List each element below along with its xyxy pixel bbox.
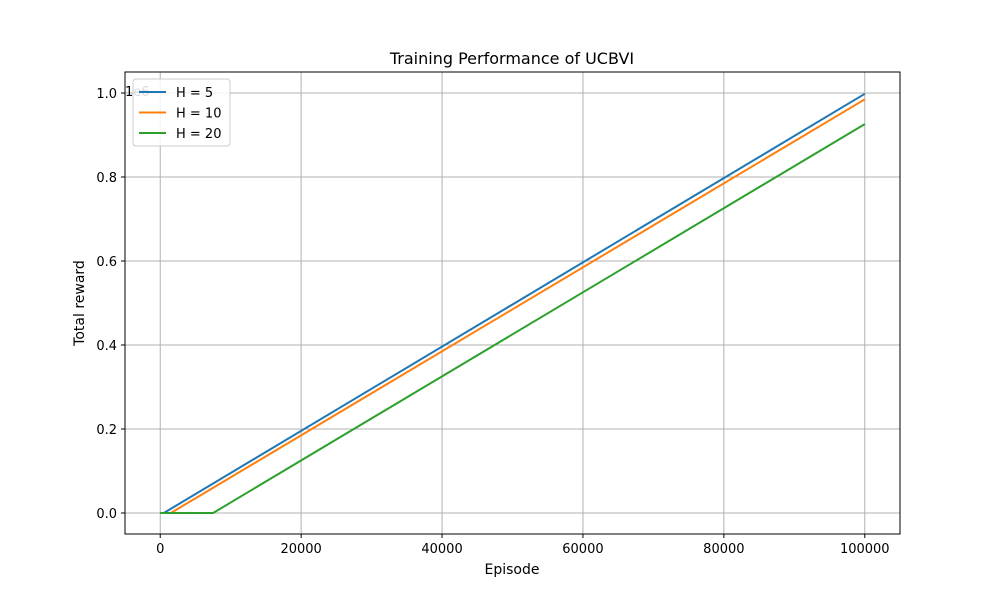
y-tick-label: 0.6 [96,255,117,270]
y-tick-label: 0.8 [96,171,117,186]
x-tick-label: 60000 [562,542,603,557]
x-tick-label: 100000 [840,542,890,557]
chart-title: Training Performance of UCBVI [389,49,634,68]
y-axis-label: Total reward [72,260,88,347]
x-axis-label: Episode [485,562,540,578]
series-lines [160,92,866,514]
x-tick-label: 80000 [703,542,744,557]
y-axis-ticks: 0.0 0.2 0.4 0.6 0.8 1.0 [96,87,125,522]
legend-box [132,78,231,147]
legend-label-2: H = 10 [176,107,221,122]
x-tick-label: 0 [156,542,164,557]
grid [125,72,900,534]
y-tick-label: 0.2 [96,423,117,438]
x-axis-ticks: 0 20000 40000 60000 80000 100000 [156,534,890,557]
legend-label-1: H = 5 [176,86,213,101]
plot-frame [124,71,901,535]
legend: H = 5 H = 10 H = 20 [132,78,231,147]
y-tick-label: 1.0 [96,87,117,102]
x-tick-label: 40000 [421,542,462,557]
x-tick-label: 20000 [280,542,321,557]
legend-label-3: H = 20 [176,127,221,142]
series-line-3 [160,123,866,514]
y-tick-label: 0.0 [96,507,117,522]
y-tick-label: 0.4 [96,339,117,354]
